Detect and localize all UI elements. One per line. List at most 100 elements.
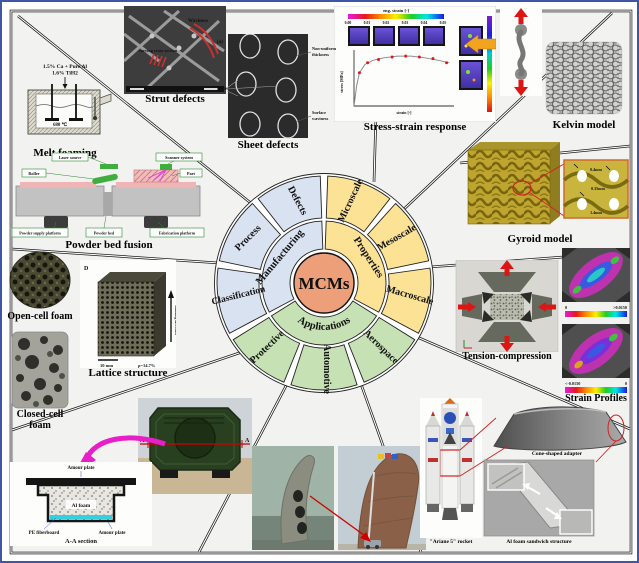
kelvin-model-image xyxy=(545,41,623,115)
crucible-spout xyxy=(99,93,112,106)
cb-tick: 0.03 xyxy=(402,21,409,25)
specimen-bottom-grip xyxy=(478,322,536,342)
fiberboard-layer xyxy=(50,515,112,519)
curve-marker xyxy=(417,55,421,59)
holes-label: Holes xyxy=(217,87,229,92)
specimen-gauge-area xyxy=(490,294,524,320)
sem-scale-strip xyxy=(126,86,224,92)
panel-orange-arrow xyxy=(466,34,496,54)
gyroid-side-face xyxy=(550,142,560,224)
powder-bed-fusion-illustration: Laser source Scanner system Roller Part xyxy=(11,152,205,238)
thermometer-bulb xyxy=(93,116,97,120)
machine-right-tub xyxy=(111,185,201,217)
label-chip-laser: Laser source xyxy=(51,152,107,165)
caption-cone-adapter: Cone-shaped adapter xyxy=(531,451,583,457)
automotive-photos xyxy=(252,446,426,550)
colorbar-title: eng. strain [-] xyxy=(383,8,409,13)
cb-top-max: >0.0150 xyxy=(613,305,627,310)
sandwich-inset-top xyxy=(487,463,525,491)
subfig-tag: (a) xyxy=(217,40,223,45)
sheet-defects-sem: (a) Holes Non-uniform thickness Surface … xyxy=(217,34,337,139)
wheel-sector xyxy=(347,316,416,383)
open-cell-foam-image xyxy=(9,251,71,309)
wheel-sector xyxy=(257,175,323,233)
label-chip-supply: Powder supply platform xyxy=(11,221,69,238)
holes-leader-lines xyxy=(226,79,279,97)
cone-adapter xyxy=(493,406,627,451)
specimen-notches xyxy=(482,292,532,322)
roller-cylinder xyxy=(92,173,118,185)
wheel-sector xyxy=(380,267,432,334)
sandwich-inset-bottom xyxy=(559,509,593,535)
down-arrowhead-icon xyxy=(62,84,68,89)
melt-surface xyxy=(35,104,93,108)
panel-lattice-structure: D Building direction 10 mm ρ=14.7% Latti… xyxy=(80,260,176,380)
wheel-sector xyxy=(232,316,301,383)
rocket-nozzle xyxy=(442,508,458,520)
fabrication-piston xyxy=(144,216,168,228)
svg-text:Powder supply platform: Powder supply platform xyxy=(19,231,61,236)
cb-tick: 0.04 xyxy=(421,21,428,25)
caption-powder-bed-fusion: Powder bed fusion xyxy=(65,239,153,251)
panel-melt-foaming: 1.5% Ca + Pure Al 1.6% TiH2 680 ℃ Melt f… xyxy=(16,60,114,160)
curve-marker xyxy=(431,57,435,61)
tension-compression-photo xyxy=(455,260,559,352)
lattice-structure-image: D Building direction 10 mm ρ=14.7% xyxy=(80,260,176,368)
zoom-line xyxy=(528,163,565,185)
curve-marker xyxy=(445,61,449,65)
lattice-top-face xyxy=(98,272,166,282)
zoom-ellipse xyxy=(512,180,532,196)
caption-open-cell-foam: Open-cell foam xyxy=(7,311,73,322)
svg-text:waviness: waviness xyxy=(312,116,329,121)
melt-temp-label: 680 ℃ xyxy=(53,121,67,128)
photo-building xyxy=(338,446,426,550)
density-label: ρ=14.7% xyxy=(138,363,156,368)
orange-left-arrow-icon xyxy=(466,34,496,54)
svg-text:Part: Part xyxy=(187,171,196,176)
panel-armoured-vehicle: A A xyxy=(138,398,252,494)
closed-cell-pores xyxy=(16,336,63,405)
svg-text:Scanner system: Scanner system xyxy=(165,155,193,160)
leader-line xyxy=(107,521,113,530)
curve-marker xyxy=(390,55,394,59)
photo-curved-component xyxy=(252,446,334,550)
label-chip-bed: Powder bed xyxy=(85,215,123,238)
section-mark-right: A xyxy=(245,438,250,444)
strain-profiles-maps: 0 >0.0150 <-0.0150 0 xyxy=(562,248,630,393)
wheel-sector xyxy=(270,300,378,346)
curve-marker xyxy=(404,54,408,58)
caption-lattice-structure: Lattice structure xyxy=(88,367,168,379)
thickness-label: Non-uniform thickness xyxy=(295,46,337,57)
caption-strut-defects: Strut defects xyxy=(145,93,205,105)
panel-tension-compression: Tension-compression xyxy=(454,260,560,363)
svg-text:Surface: Surface xyxy=(312,110,326,115)
lattice-nodes xyxy=(149,33,197,71)
stirrer-paddle xyxy=(69,118,83,121)
stirrer-paddle xyxy=(45,118,59,121)
armoured-vehicle-photo: A A xyxy=(138,398,252,494)
building-pole xyxy=(367,471,375,549)
gyroid-dim-3: 1.4mm xyxy=(590,210,602,215)
powder-right xyxy=(116,182,196,188)
wheel-sector xyxy=(290,344,358,391)
melt-alloy-label: 1.5% Ca + Pure Al xyxy=(43,64,88,70)
wheel-sector xyxy=(261,220,324,313)
caption-sandwich-structure: Al foam sandwich structure xyxy=(506,539,572,545)
wheel-sector xyxy=(324,220,387,313)
printed-part xyxy=(133,169,179,183)
machine-center-column xyxy=(104,192,112,216)
panel-stress-strain: eng. strain [-] 0.00 0.01 0.02 0.03 0.04… xyxy=(334,6,496,134)
armour-top-plate xyxy=(26,478,136,485)
y-axis-label: stress [MPa] xyxy=(339,71,344,93)
label-chip-scanner: Scanner system xyxy=(155,152,203,165)
building-direction-label: Building direction xyxy=(174,305,176,335)
waviness-curve xyxy=(189,27,215,59)
building-direction-arrowhead xyxy=(168,290,174,298)
panel-closed-cell-foam: Closed-cell foam xyxy=(6,330,74,431)
waviness-label: Waviness xyxy=(188,19,208,24)
vertical-colorbar xyxy=(487,16,492,112)
vehicle-inner-panel xyxy=(155,413,235,465)
panel-strut-specimen xyxy=(500,8,542,96)
caption-stress-strain: Stress-strain response xyxy=(363,121,467,133)
